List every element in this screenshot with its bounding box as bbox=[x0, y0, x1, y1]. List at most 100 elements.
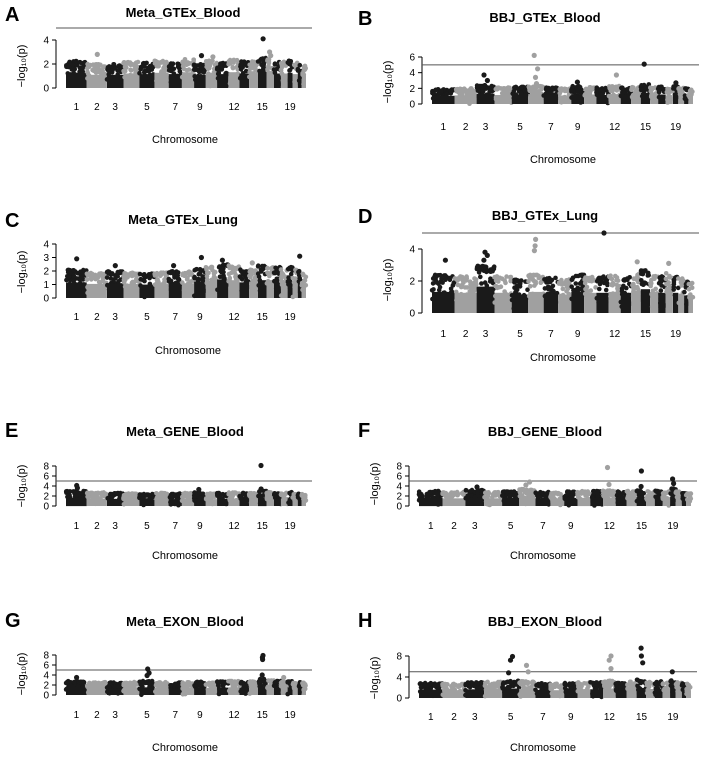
peak-point-chr6 bbox=[532, 74, 539, 80]
snp-point bbox=[641, 82, 647, 88]
snp-point bbox=[482, 264, 487, 269]
snp-point bbox=[482, 683, 488, 689]
snp-point bbox=[584, 287, 589, 293]
x-tick-label: 7 bbox=[548, 122, 554, 133]
snp-point bbox=[442, 273, 448, 278]
snp-point bbox=[147, 273, 153, 278]
x-tick-label: 9 bbox=[575, 122, 581, 133]
chromosome-3-points bbox=[474, 83, 497, 104]
chromosome-8-points bbox=[180, 269, 197, 298]
y-tick-label: 6 bbox=[396, 472, 402, 483]
snp-point bbox=[515, 278, 521, 283]
chromosome-band bbox=[626, 497, 637, 507]
x-tick-label: 19 bbox=[285, 521, 297, 532]
x-tick-label: 15 bbox=[636, 521, 648, 532]
chromosome-band bbox=[292, 282, 298, 298]
snp-point bbox=[439, 89, 444, 94]
chromosome-band bbox=[274, 73, 281, 88]
chromosome-band bbox=[66, 72, 87, 88]
snp-point bbox=[134, 64, 139, 69]
snp-point bbox=[683, 86, 688, 91]
snp-point bbox=[637, 488, 642, 494]
snp-point bbox=[101, 683, 107, 688]
snp-point bbox=[495, 683, 500, 688]
snp-point bbox=[220, 275, 226, 280]
x-tick-label: 1 bbox=[428, 521, 434, 532]
chromosome-22-points bbox=[300, 63, 309, 88]
x-tick-label: 19 bbox=[285, 102, 297, 113]
snp-point bbox=[610, 283, 615, 288]
snp-point bbox=[138, 276, 143, 282]
snp-point bbox=[548, 89, 553, 95]
snp-point bbox=[285, 60, 291, 66]
snp-point bbox=[664, 286, 670, 292]
chromosome-band bbox=[465, 689, 485, 698]
peak-point-chr6 bbox=[533, 236, 539, 242]
snp-point bbox=[241, 491, 247, 497]
snp-point bbox=[191, 57, 196, 63]
snp-point bbox=[234, 265, 239, 271]
snp-point bbox=[94, 62, 99, 67]
snp-point bbox=[485, 490, 491, 496]
y-tick-label: 2 bbox=[43, 60, 49, 71]
snp-point bbox=[464, 488, 469, 493]
snp-point bbox=[125, 681, 131, 687]
chromosome-5-points bbox=[137, 491, 157, 508]
x-axis-label: Chromosome bbox=[509, 550, 577, 562]
snp-point bbox=[287, 67, 293, 73]
chromosome-band bbox=[107, 74, 124, 88]
chromosome-9-points bbox=[562, 489, 580, 508]
chromosome-1-points bbox=[64, 267, 89, 298]
snp-point bbox=[614, 277, 620, 283]
snp-point bbox=[109, 271, 115, 277]
snp-point bbox=[502, 278, 507, 283]
chromosome-band bbox=[577, 497, 591, 507]
y-tick-label: 2 bbox=[43, 267, 49, 278]
snp-point bbox=[431, 287, 436, 292]
snp-point bbox=[80, 277, 86, 282]
snp-point bbox=[278, 683, 284, 689]
snp-point bbox=[474, 85, 480, 90]
snp-point bbox=[556, 280, 562, 285]
x-tick-label: 15 bbox=[257, 102, 269, 113]
y-tick-label: 0 bbox=[43, 84, 49, 95]
chromosome-1-points bbox=[64, 58, 89, 88]
snp-point bbox=[520, 680, 526, 685]
snp-point bbox=[495, 285, 500, 291]
chromosome-11-points bbox=[589, 488, 605, 508]
y-tick-label: 8 bbox=[396, 462, 402, 473]
peak-point-chr3 bbox=[484, 77, 490, 84]
chromosome-band bbox=[476, 286, 495, 313]
snp-point bbox=[550, 283, 556, 289]
chromosome-8-points bbox=[548, 490, 567, 508]
peak-point-chr18 bbox=[666, 260, 672, 266]
chromosome-band bbox=[228, 280, 240, 298]
peak-point-chr19 bbox=[671, 480, 677, 487]
chromosome-band bbox=[454, 292, 477, 313]
snp-point bbox=[257, 59, 262, 64]
snp-point bbox=[599, 279, 604, 284]
chromosome-band bbox=[228, 72, 240, 88]
snp-point bbox=[98, 62, 103, 68]
x-tick-label: 12 bbox=[609, 329, 621, 340]
snp-point bbox=[640, 280, 646, 286]
chromosome-band bbox=[528, 291, 544, 313]
snp-point bbox=[488, 85, 493, 90]
snp-point bbox=[518, 90, 524, 95]
chromosome-13-points bbox=[618, 275, 634, 313]
snp-point bbox=[658, 288, 664, 293]
snp-point bbox=[522, 88, 528, 93]
chromosome-1-points bbox=[429, 272, 457, 313]
chromosome-band bbox=[239, 498, 250, 506]
snp-point bbox=[484, 268, 490, 274]
snp-point bbox=[680, 89, 685, 95]
peak-point-chr10 bbox=[210, 54, 216, 60]
snp-point bbox=[566, 489, 572, 494]
x-tick-label: 1 bbox=[74, 521, 80, 532]
chromosome-band bbox=[502, 498, 520, 506]
chromosome-22-points bbox=[683, 491, 694, 506]
snp-point bbox=[563, 279, 569, 284]
chromosome-5-points bbox=[137, 271, 157, 300]
